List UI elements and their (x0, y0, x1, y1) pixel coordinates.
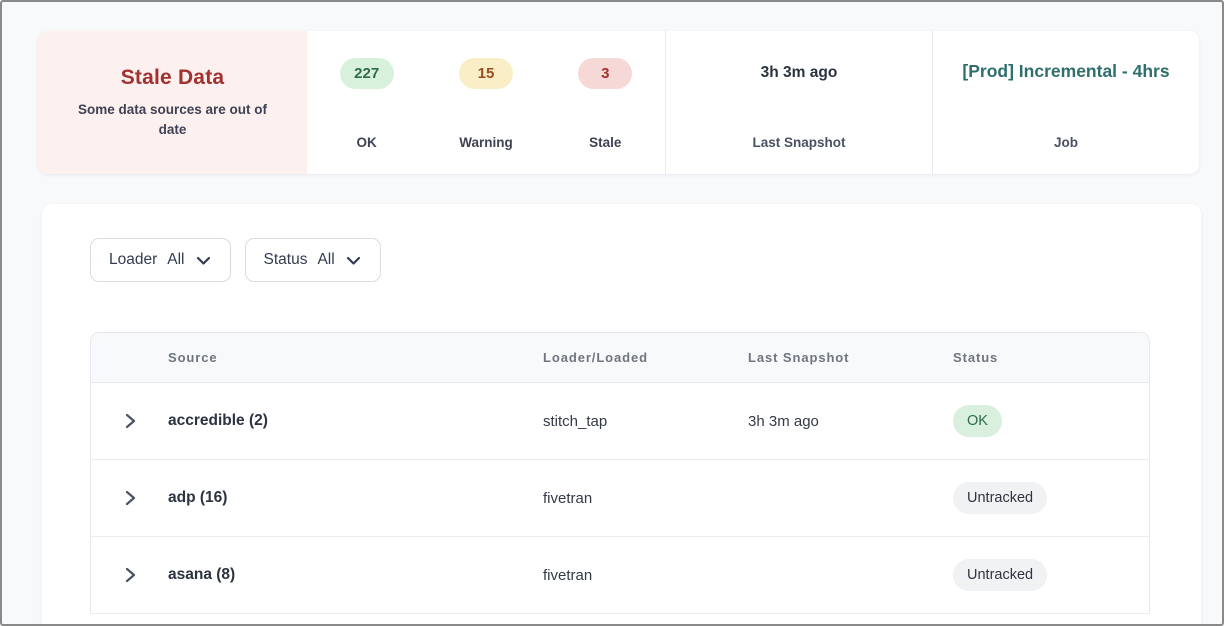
loader-value: fivetran (543, 489, 593, 507)
table-row[interactable]: accredible (2) stitch_tap 3h 3m ago OK (91, 383, 1149, 460)
job-value: [Prod] Incremental - 4hrs (962, 61, 1170, 81)
last-snapshot-label: Last Snapshot (752, 135, 846, 150)
expand-row-button[interactable] (117, 562, 143, 588)
status-counts: 227 OK 15 Warning 3 Stale (307, 31, 665, 174)
source-name: asana (8) (168, 566, 236, 583)
table-row[interactable]: adp (16) fivetran Untracked (91, 460, 1149, 537)
status-badge: Untracked (953, 559, 1048, 591)
loader-filter-dropdown[interactable]: Loader All (90, 238, 231, 282)
header-source: Source (168, 350, 218, 365)
warning-count-badge: 15 (458, 58, 513, 89)
status-banner: Stale Data Some data sources are out of … (38, 31, 1199, 174)
status-cell: Untracked (953, 482, 1149, 514)
ok-count-stat: 227 OK (307, 31, 426, 174)
status-filter-label: Status (263, 251, 308, 268)
expand-row-button[interactable] (117, 408, 143, 434)
job-label: Job (1053, 135, 1078, 150)
source-name: accredible (2) (168, 412, 268, 429)
table-header-row: Source Loader/Loaded Last Snapshot Statu… (91, 333, 1149, 383)
alert-subtitle: Some data sources are out of date (77, 101, 268, 137)
ok-count-label: OK (356, 135, 377, 150)
table-row[interactable]: asana (8) fivetran Untracked (91, 537, 1149, 614)
stale-count-badge: 3 (578, 58, 633, 89)
row-chevron-cell (91, 537, 168, 613)
header-loader: Loader/Loaded (543, 350, 649, 365)
expand-row-button[interactable] (117, 485, 143, 511)
loader-filter-value: All (167, 251, 185, 268)
stale-count-stat: 3 Stale (546, 31, 665, 174)
loader-value: stitch_tap (543, 412, 608, 430)
sources-table: Source Loader/Loaded Last Snapshot Statu… (90, 332, 1150, 614)
status-cell: OK (953, 405, 1149, 437)
chevron-down-icon (195, 252, 212, 269)
loader-filter-label: Loader (109, 251, 158, 268)
header-last-snapshot: Last Snapshot (748, 350, 850, 365)
row-chevron-cell (91, 460, 168, 536)
ok-count-badge: 227 (339, 58, 394, 89)
job-stat: [Prod] Incremental - 4hrs Job (932, 31, 1199, 174)
last-snapshot-cell: 3h 3m ago (748, 412, 819, 430)
status-filter-value: All (317, 251, 335, 268)
status-badge: Untracked (953, 482, 1048, 514)
status-cell: Untracked (953, 559, 1149, 591)
loader-value: fivetran (543, 566, 593, 584)
status-badge: OK (953, 405, 1002, 437)
warning-count-stat: 15 Warning (426, 31, 545, 174)
alert-title: Stale Data (120, 65, 225, 89)
stale-count-label: Stale (589, 135, 622, 150)
row-chevron-cell (91, 383, 168, 459)
sources-panel: Loader All Status All Source Loader/Load… (42, 204, 1201, 624)
filter-bar: Loader All Status All (90, 238, 381, 282)
last-snapshot-value: 3h 3m ago (760, 64, 838, 81)
chevron-down-icon (345, 252, 362, 269)
last-snapshot-stat: 3h 3m ago Last Snapshot (665, 31, 932, 174)
stale-data-alert-card: Stale Data Some data sources are out of … (38, 31, 307, 174)
warning-count-label: Warning (459, 135, 513, 150)
header-status: Status (953, 350, 999, 365)
status-filter-dropdown[interactable]: Status All (244, 238, 381, 282)
source-name: adp (16) (168, 489, 228, 506)
